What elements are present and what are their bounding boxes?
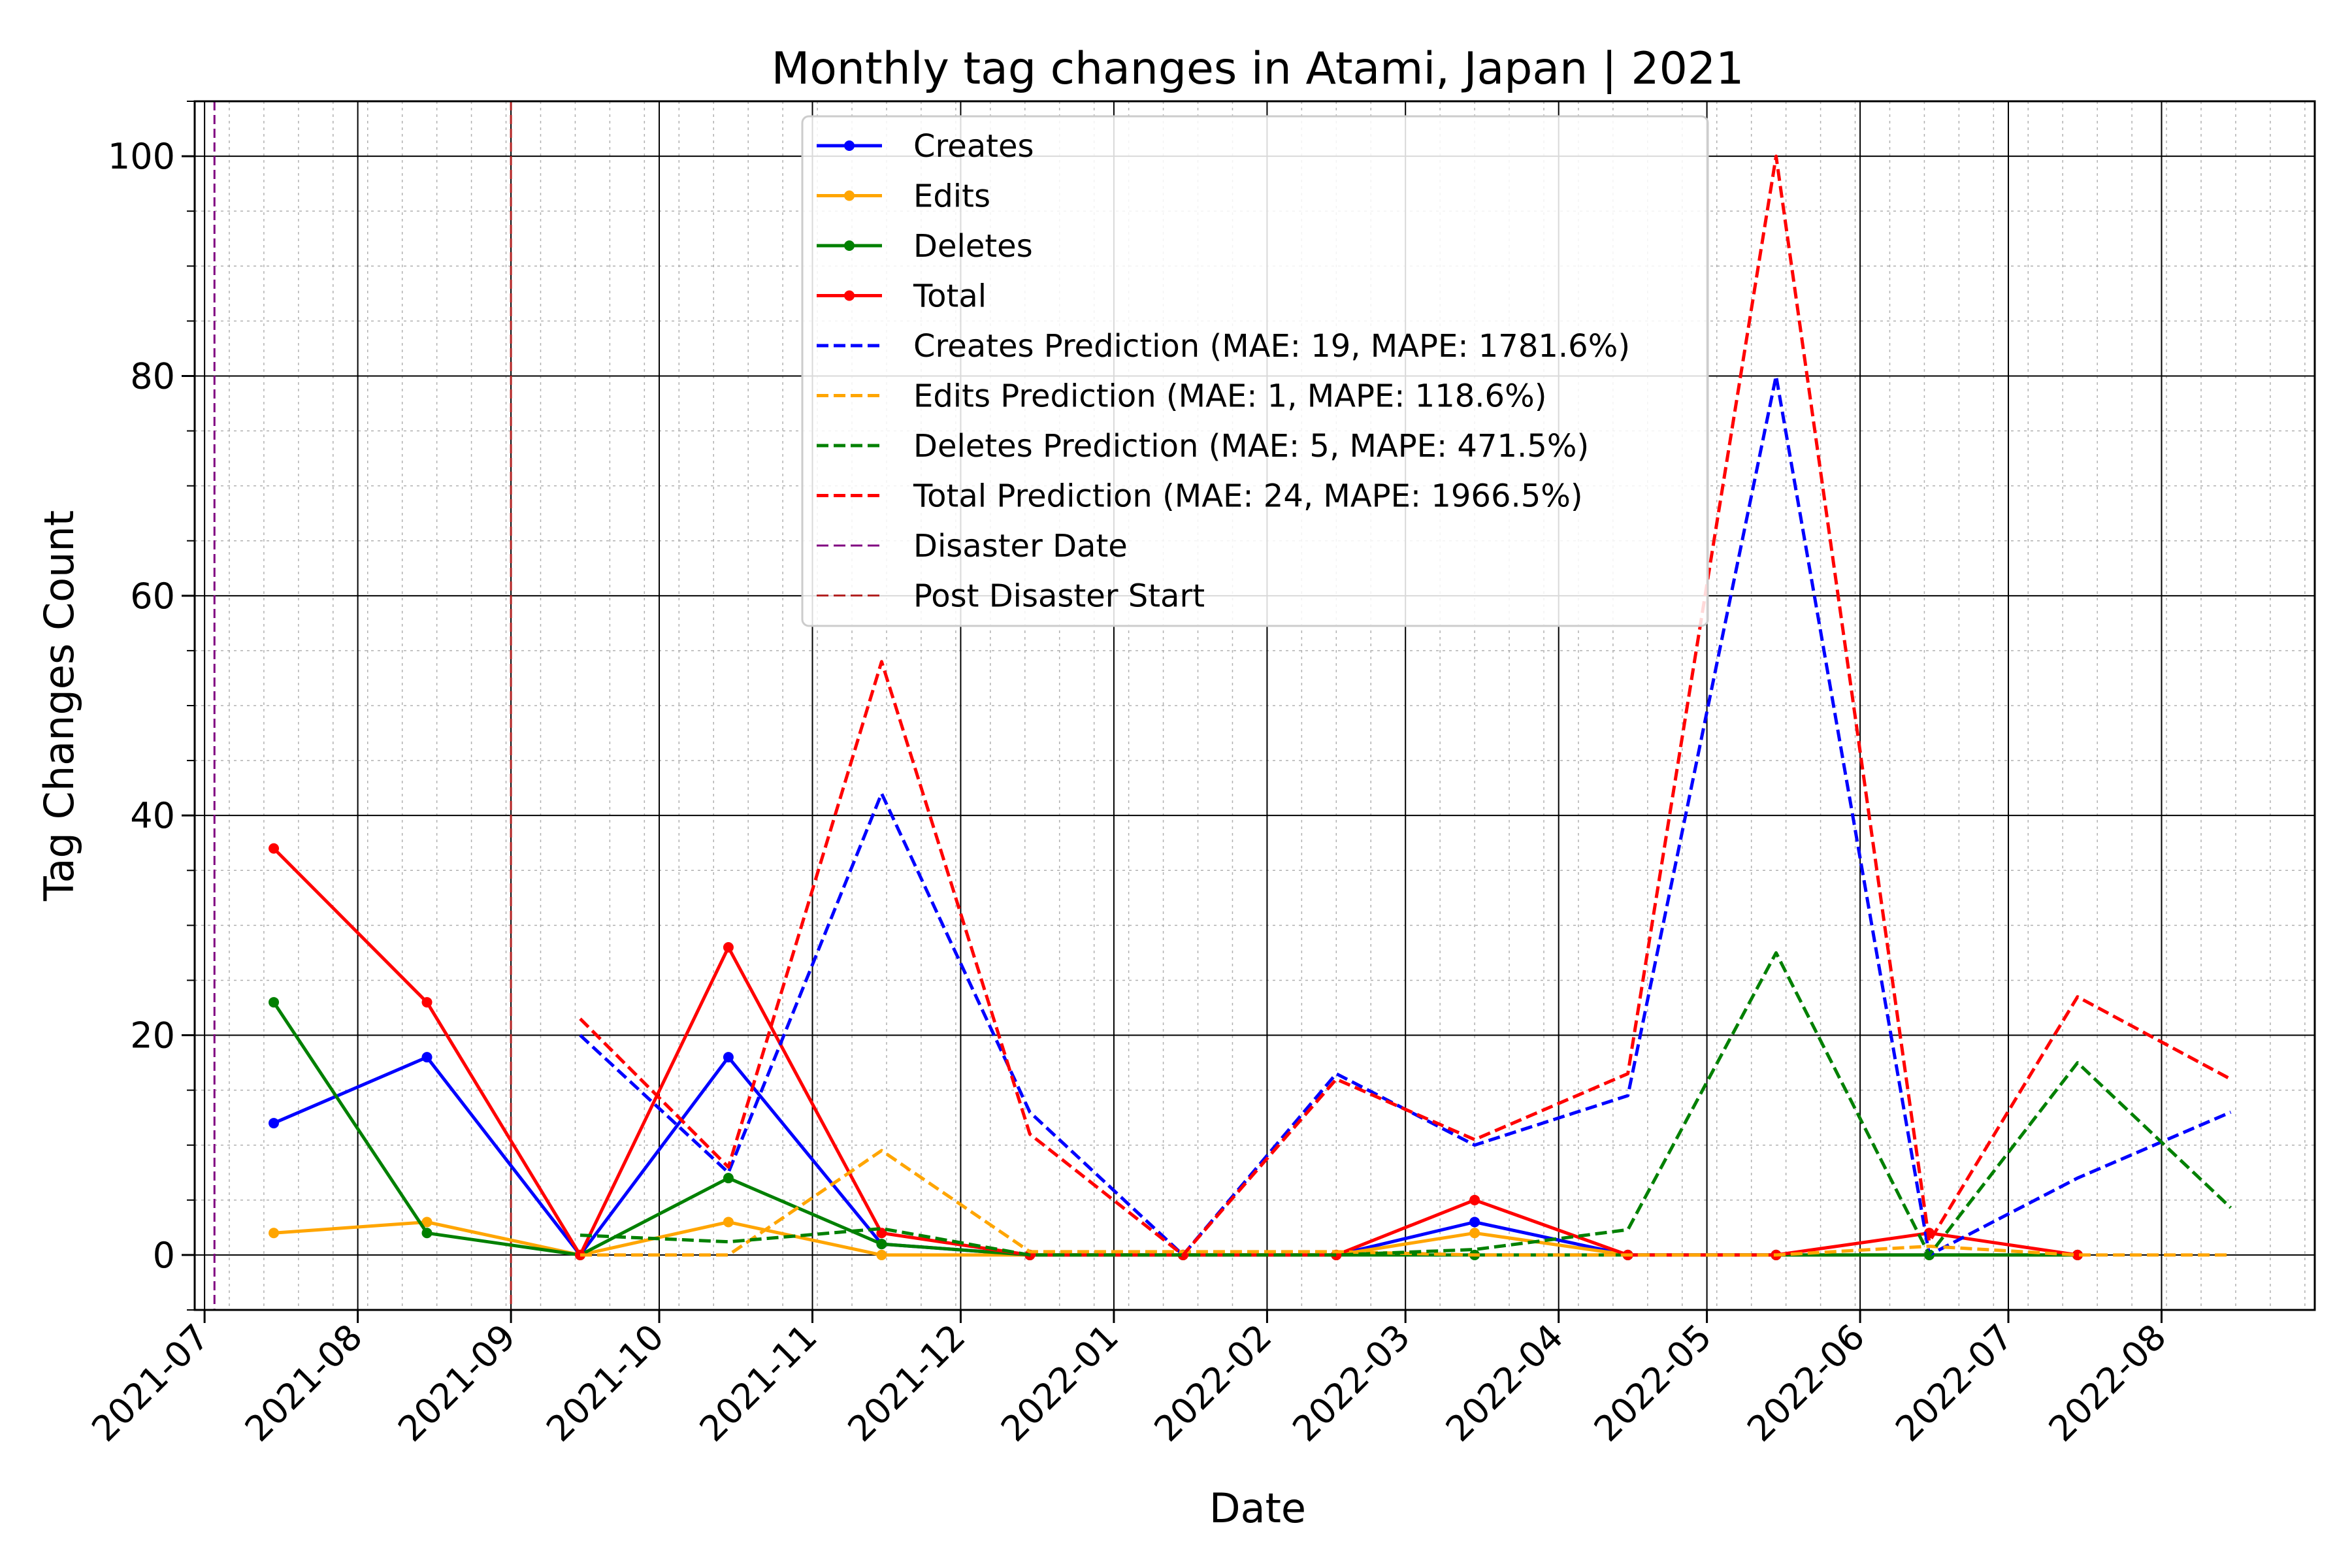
legend-marker [844,190,855,201]
data-point [269,843,280,854]
data-point [876,1249,887,1260]
legend-label: Deletes Prediction (MAE: 5, MAPE: 471.5%… [913,428,1589,465]
data-point [421,1217,433,1228]
data-point [421,1228,433,1239]
legend-label: Post Disaster Start [913,578,1205,615]
y-tick-label: 80 [130,355,175,397]
data-point [269,997,280,1008]
data-point [723,942,734,953]
y-axis-label: Tag Changes Count [35,510,83,902]
y-tick-label: 0 [153,1235,175,1276]
chart-title: Monthly tag changes in Atami, Japan | 20… [772,43,1744,95]
y-tick-label: 60 [130,576,175,617]
legend-label: Deletes [913,228,1033,265]
legend-label: Total Prediction (MAE: 24, MAPE: 1966.5%… [913,478,1583,515]
series-line-7 [579,154,2232,1257]
legend-label: Creates Prediction (MAE: 19, MAPE: 1781.… [913,328,1630,365]
legend-label: Disaster Date [913,528,1128,564]
data-point [269,1228,280,1239]
y-tick-label: 40 [130,795,175,836]
series-line-5 [580,1149,2231,1257]
legend-marker [844,140,855,151]
data-point [723,1173,734,1184]
data-point [2072,1249,2083,1260]
data-point [876,1239,887,1250]
data-point [723,1052,734,1063]
data-point [421,997,433,1008]
data-point [1469,1228,1480,1239]
data-point [421,1052,433,1063]
y-tick-label: 20 [130,1015,175,1056]
legend-box [801,115,1709,627]
legend-label: Total [913,278,987,315]
legend-marker [844,240,855,251]
x-axis-label: Date [1209,1484,1306,1532]
legend-label: Creates [913,128,1034,165]
y-axis-ticks: 0 20 40 60 80 100 [108,101,195,1311]
data-point [1469,1194,1480,1205]
event-lines [213,101,512,1310]
legend-marker [844,290,855,301]
data-point [723,1217,734,1228]
series-line-6 [580,951,2232,1257]
legend: Creates Edits Deletes Total Creates Predicti… [801,115,1709,627]
y-tick-label: 100 [108,136,175,177]
legend-label: Edits Prediction (MAE: 1, MAPE: 118.6%) [913,378,1546,415]
series-group [269,154,2232,1260]
data-point [1469,1217,1480,1228]
data-point [269,1118,280,1129]
legend-label: Edits [913,178,990,215]
